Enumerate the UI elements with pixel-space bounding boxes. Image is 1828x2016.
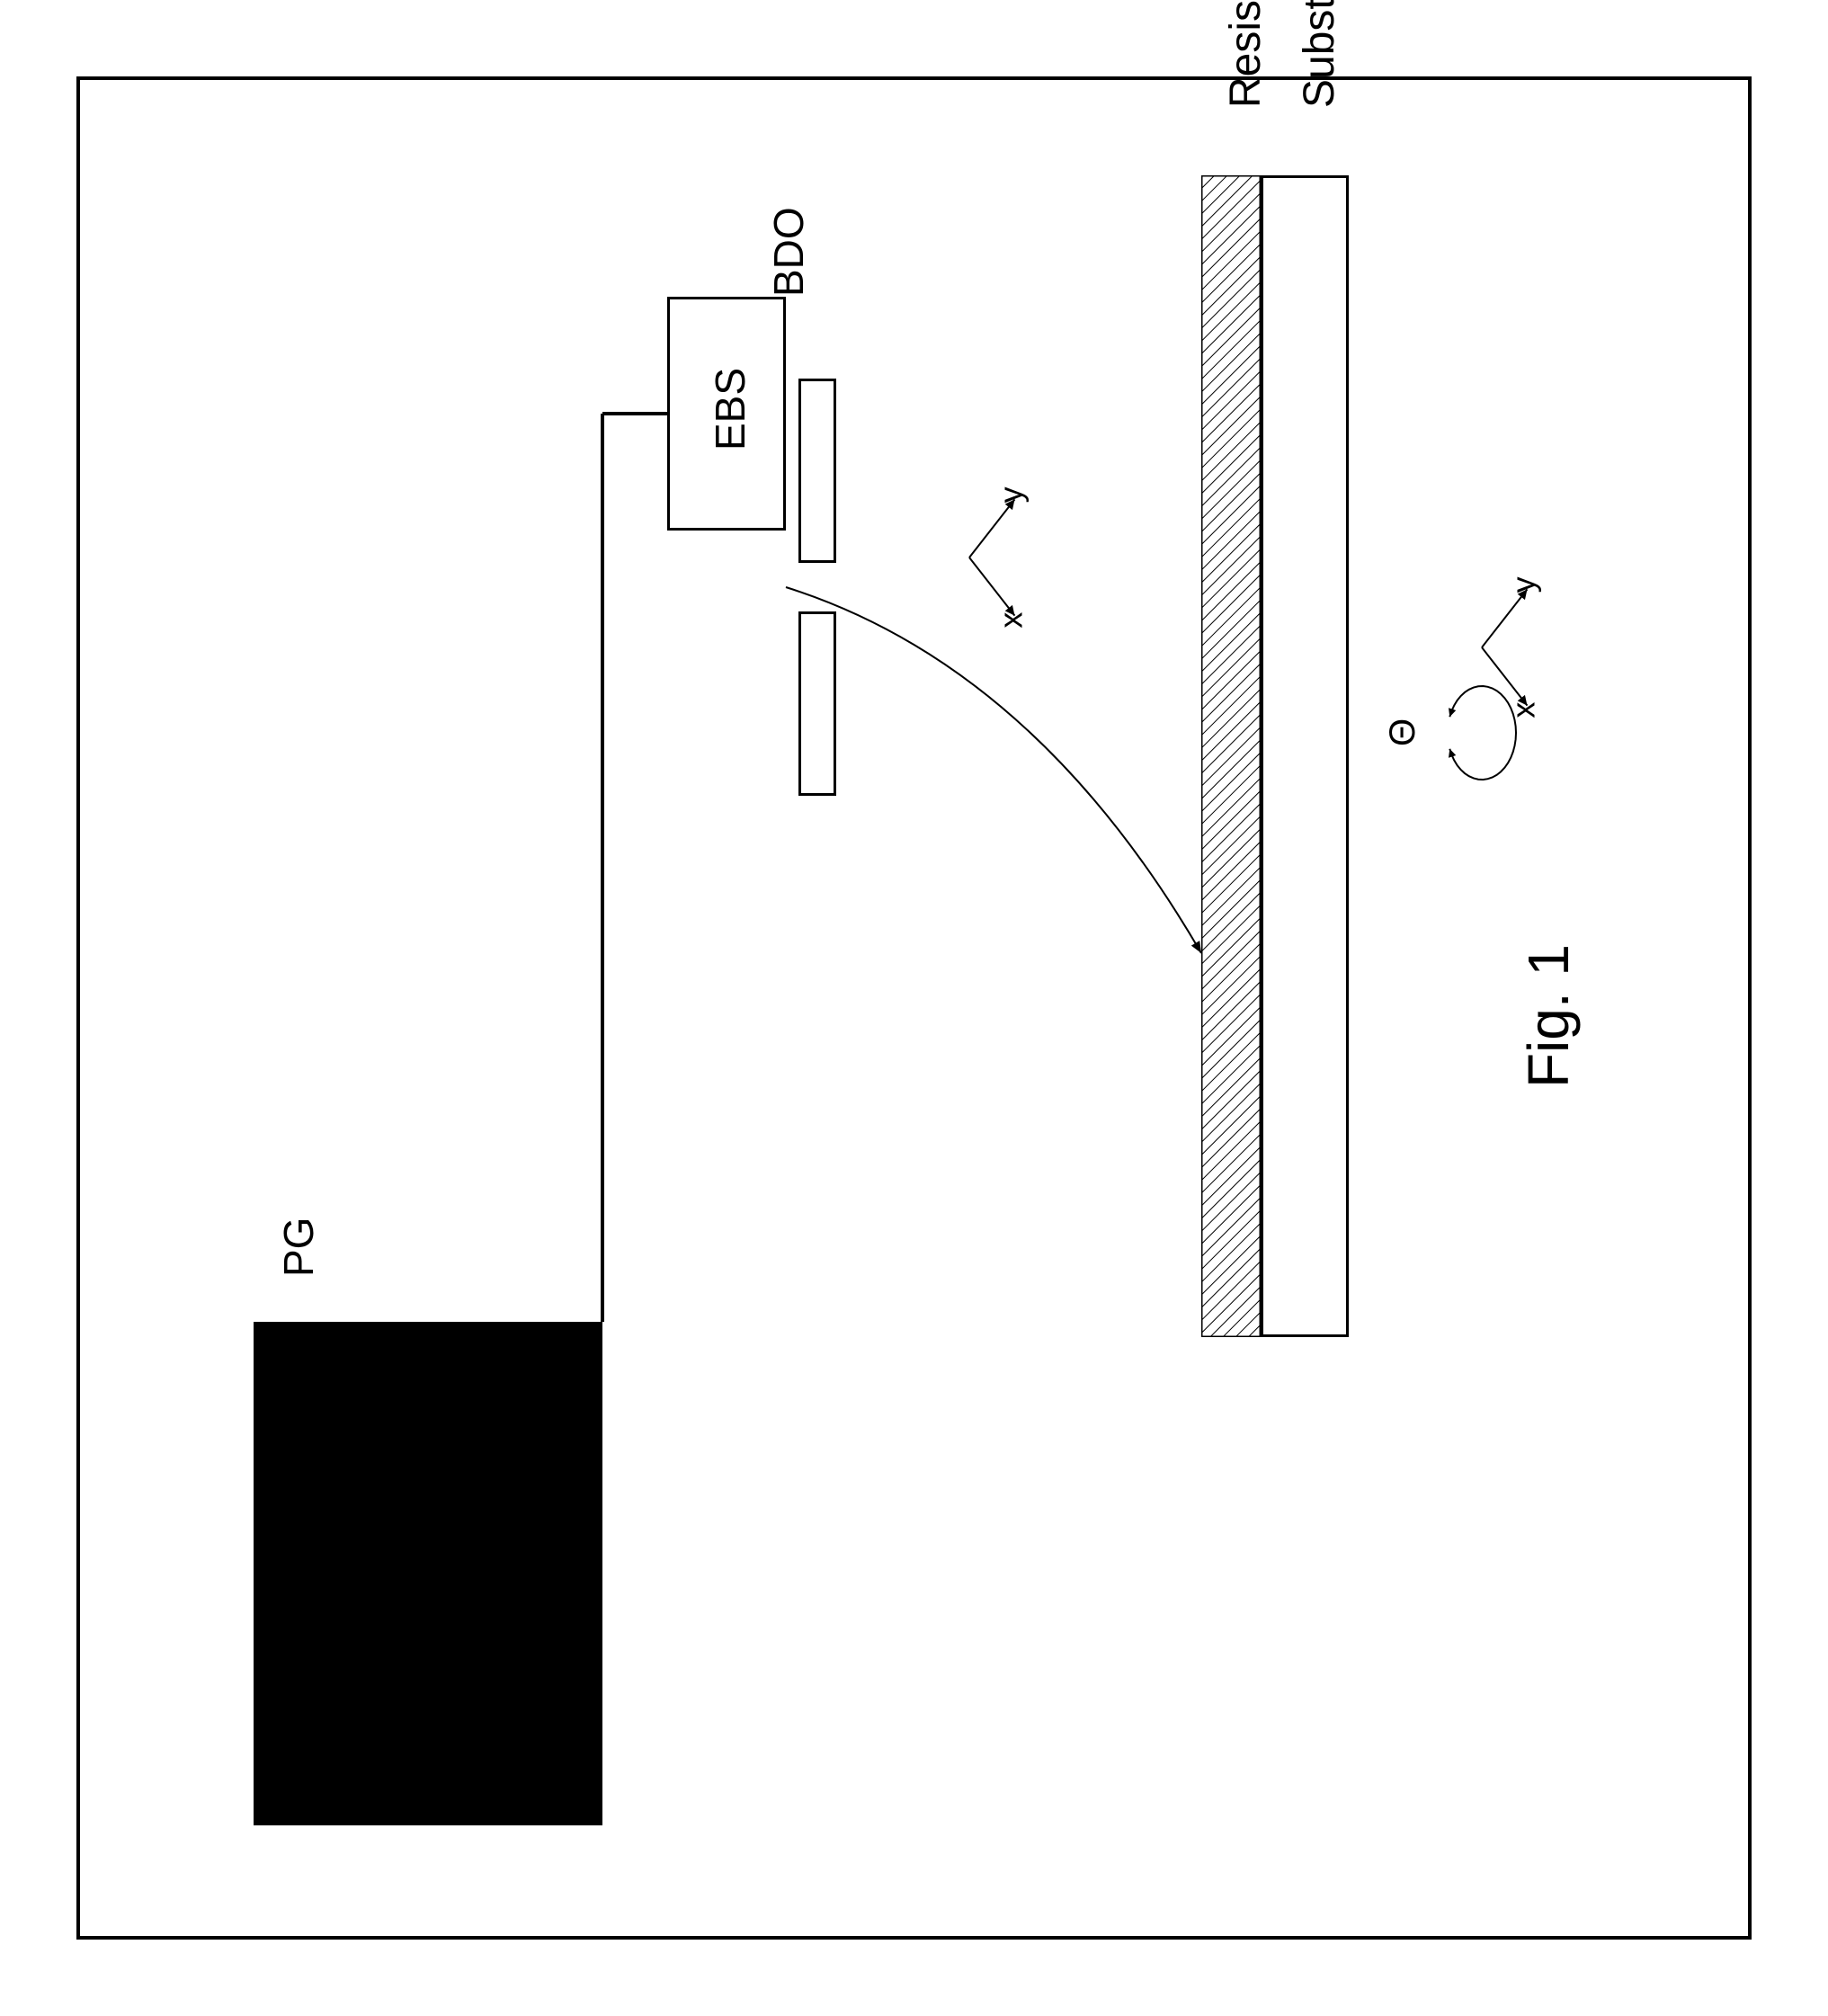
- figure-caption: Fig. 1: [1515, 944, 1582, 1088]
- axis-x-label-upper: x: [992, 612, 1029, 629]
- axis-y-label-lower: y: [1504, 576, 1541, 593]
- theta-label: Θ: [1383, 718, 1422, 746]
- axis-y-label-upper: y: [992, 486, 1029, 503]
- axis-x-label-lower: x: [1504, 702, 1541, 718]
